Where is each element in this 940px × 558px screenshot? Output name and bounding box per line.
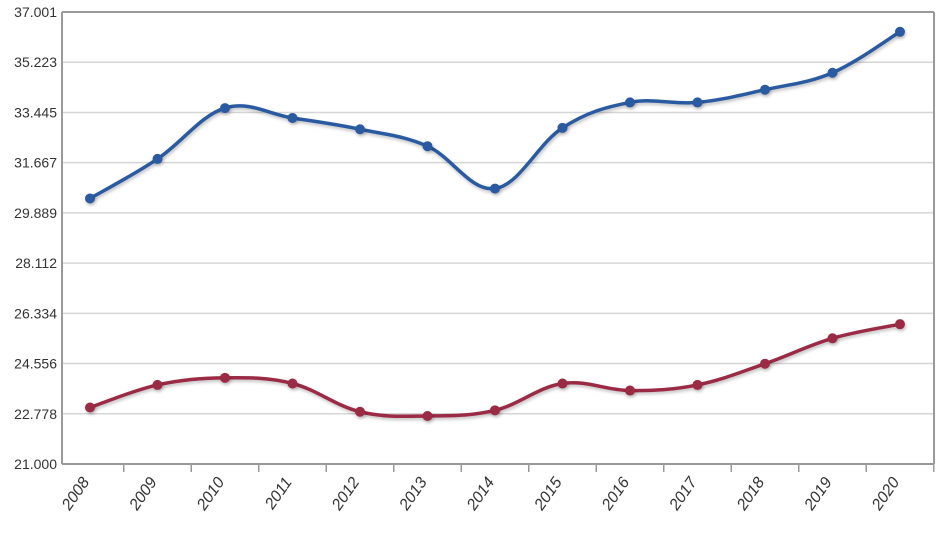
y-tick-label: 26.334 — [14, 305, 57, 321]
series-2-point[interactable] — [152, 379, 163, 390]
series-1-point[interactable] — [85, 193, 95, 204]
y-tick-label: 37.001 — [14, 4, 57, 20]
series-2-line — [88, 322, 902, 419]
y-tick-label: 35.223 — [14, 54, 57, 70]
x-tick-label: 2013 — [396, 474, 431, 514]
series-1-point[interactable] — [625, 97, 635, 108]
series-2-point[interactable] — [760, 358, 770, 369]
x-tick-label: 2016 — [598, 474, 633, 514]
x-tick-labels: 2008 2009 2010 2011 2012 2013 2014 2015 2016 2017… — [58, 474, 903, 515]
y-tick-label: 24.556 — [14, 356, 57, 372]
series-2-point[interactable] — [355, 406, 365, 417]
y-tick-label: 21.000 — [14, 456, 57, 472]
x-tick-label: 2019 — [801, 474, 836, 514]
series-1-point[interactable] — [827, 67, 838, 78]
x-tick-label: 2008 — [58, 474, 93, 514]
x-tick-label: 2015 — [531, 474, 566, 514]
series-2-point[interactable] — [85, 402, 95, 413]
series-1-point[interactable] — [760, 84, 770, 95]
y-tick-label: 22.778 — [14, 406, 57, 422]
series-2-point[interactable] — [287, 378, 298, 389]
y-tick-labels: 21.000 22.778 24.556 26.334 28.112 29.889 31.6… — [14, 4, 57, 472]
series-1-point[interactable] — [152, 153, 163, 164]
y-tick-label: 28.112 — [15, 255, 57, 271]
series-1-point[interactable] — [422, 141, 433, 152]
series-1-point[interactable] — [895, 26, 905, 37]
x-tick-label: 2011 — [262, 475, 296, 514]
series-2 — [85, 319, 905, 421]
series-2-point[interactable] — [490, 405, 500, 416]
series-1 — [85, 26, 905, 204]
x-tick-label: 2020 — [868, 474, 903, 514]
x-tick-label: 2018 — [733, 474, 768, 514]
x-tick-label: 2014 — [463, 474, 498, 514]
series-group — [85, 26, 905, 421]
series-1-point[interactable] — [692, 97, 703, 108]
x-tick-label: 2010 — [193, 474, 228, 514]
series-2-point[interactable] — [895, 319, 905, 330]
series-2-point[interactable] — [827, 333, 838, 344]
series-2-point[interactable] — [557, 378, 568, 389]
series-1-point[interactable] — [557, 122, 568, 133]
series-1-point[interactable] — [220, 103, 230, 114]
x-tick-label: 2017 — [666, 474, 702, 515]
series-2-point[interactable] — [422, 410, 433, 421]
series-2-point[interactable] — [692, 379, 703, 390]
x-tick-label: 2009 — [126, 474, 161, 514]
series-1-point[interactable] — [287, 112, 298, 123]
grid-lines — [62, 11, 934, 415]
x-tick-label: 2012 — [328, 474, 363, 514]
series-1-point[interactable] — [490, 183, 500, 194]
axes — [61, 11, 935, 472]
series-2-point[interactable] — [625, 385, 635, 396]
y-tick-label: 33.445 — [14, 104, 57, 120]
series-1-line — [88, 30, 902, 201]
y-tick-label: 31.667 — [14, 155, 57, 171]
series-1-point[interactable] — [355, 124, 365, 135]
series-2-point[interactable] — [220, 372, 230, 383]
y-tick-label: 29.889 — [14, 205, 57, 221]
